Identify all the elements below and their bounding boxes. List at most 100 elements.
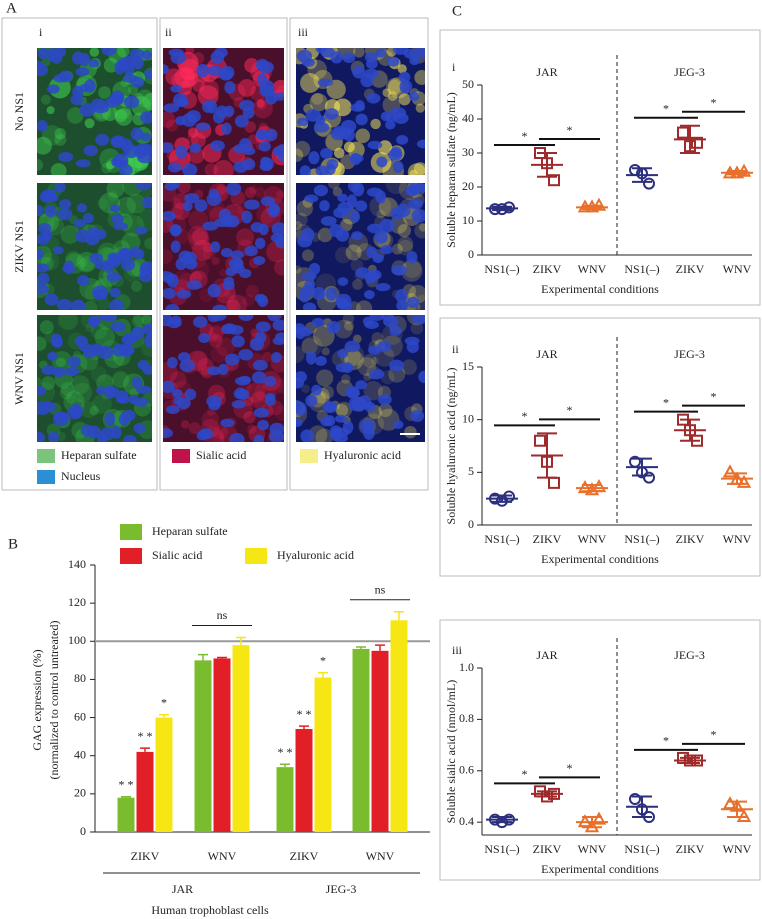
nucleus xyxy=(41,189,52,202)
x-axis-title: Human trophoblast cells xyxy=(151,903,269,917)
nucleus xyxy=(404,336,420,346)
nucleus xyxy=(410,409,425,422)
nucleus xyxy=(123,144,139,159)
nucleus xyxy=(83,348,97,359)
point xyxy=(643,177,655,190)
nucleus xyxy=(399,79,413,94)
nucleus xyxy=(135,183,152,191)
significance: * * xyxy=(297,707,312,721)
stain xyxy=(247,424,257,434)
nucleus xyxy=(305,350,317,365)
bar xyxy=(371,650,389,832)
nucleus xyxy=(192,316,208,328)
stain xyxy=(397,236,414,252)
stain xyxy=(101,162,112,174)
nucleus xyxy=(129,48,145,59)
y-tick-label: 10 xyxy=(462,411,474,425)
group-label: JEG-3 xyxy=(326,882,357,896)
stain xyxy=(137,208,152,231)
stain xyxy=(389,215,408,234)
group-label: JAR xyxy=(536,65,557,79)
stain xyxy=(204,163,218,175)
nucleus xyxy=(208,400,221,411)
nucleus xyxy=(387,56,400,67)
y-axis-title: Soluble heparan sulfate (ng/mL) xyxy=(444,92,458,248)
stain xyxy=(37,158,44,171)
stain xyxy=(37,336,47,351)
micrograph-bg xyxy=(296,315,425,442)
significance: * xyxy=(522,409,528,423)
stain xyxy=(341,374,351,384)
nucleus xyxy=(312,287,326,301)
stain xyxy=(397,223,412,238)
stain xyxy=(245,284,259,298)
nucleus xyxy=(324,108,339,120)
stain xyxy=(296,220,303,231)
y-axis-title: (normalized to control untreated) xyxy=(47,621,61,780)
stain xyxy=(46,217,65,236)
stain xyxy=(60,382,75,396)
bar xyxy=(232,645,250,832)
stain xyxy=(54,128,66,140)
nucleus xyxy=(330,127,347,141)
stain xyxy=(376,209,386,219)
nucleus xyxy=(313,184,329,197)
nucleus xyxy=(392,420,404,429)
nucleus xyxy=(352,65,366,79)
significance: * xyxy=(161,695,167,709)
significance: * * xyxy=(119,777,134,791)
nucleus xyxy=(308,262,321,275)
nucleus xyxy=(91,98,107,110)
nucleus xyxy=(166,273,179,288)
stain xyxy=(208,334,223,348)
nucleus xyxy=(98,315,112,321)
y-tick-label: 100 xyxy=(68,633,86,647)
stain xyxy=(352,279,363,290)
panel-frame xyxy=(439,29,761,306)
nucleus xyxy=(257,73,268,86)
y-tick-label: 15 xyxy=(462,359,474,373)
nucleus xyxy=(168,48,184,57)
group-label: JEG-3 xyxy=(674,65,705,79)
nucleus xyxy=(224,80,236,95)
nucleus xyxy=(260,156,271,167)
stain xyxy=(177,81,192,96)
nucleus xyxy=(264,91,278,105)
error-bar xyxy=(492,205,512,212)
nucleus xyxy=(311,317,325,327)
stain xyxy=(70,375,90,395)
nucleus xyxy=(351,397,367,412)
nucleus xyxy=(163,428,173,439)
nucleus xyxy=(128,395,139,405)
stain xyxy=(128,85,139,96)
error-bar xyxy=(680,756,700,765)
nucleus xyxy=(112,222,129,231)
stain xyxy=(245,382,266,403)
nucleus xyxy=(375,283,391,292)
stain xyxy=(387,91,398,101)
stain xyxy=(296,346,305,363)
nucleus xyxy=(391,264,407,276)
bar xyxy=(194,660,212,832)
nucleus xyxy=(330,51,343,64)
point xyxy=(548,476,560,489)
nucleus xyxy=(136,385,152,394)
nucleus xyxy=(296,49,313,63)
y-tick-label: 0.4 xyxy=(459,814,474,828)
stain xyxy=(397,64,407,74)
y-tick-label: 0.8 xyxy=(459,711,474,725)
panel-label: A xyxy=(6,0,17,16)
micrograph xyxy=(163,48,284,175)
nucleus xyxy=(336,293,352,308)
bar xyxy=(352,648,370,832)
nucleus xyxy=(63,260,75,275)
nucleus xyxy=(41,401,57,413)
nucleus xyxy=(416,139,425,149)
significance: * xyxy=(567,761,573,775)
nucleus xyxy=(179,359,195,373)
stain xyxy=(301,337,318,355)
stain xyxy=(401,359,417,375)
nucleus xyxy=(369,315,385,321)
stain xyxy=(89,48,100,57)
nucleus xyxy=(82,212,94,224)
